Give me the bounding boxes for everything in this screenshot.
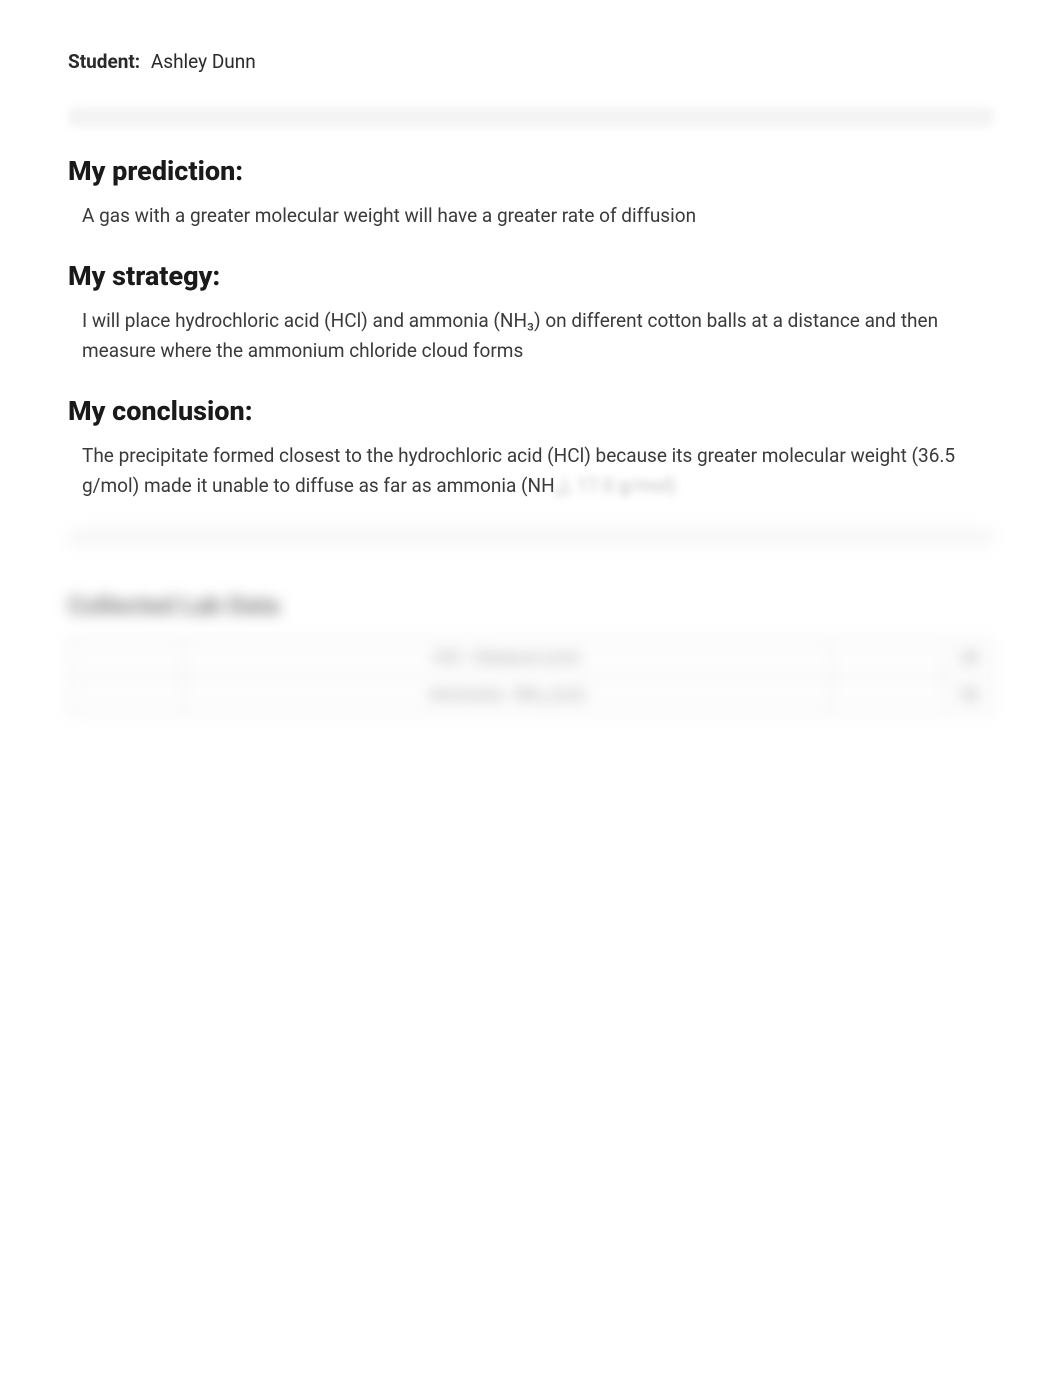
student-label: Student:: [68, 50, 140, 73]
strategy-heading: My strategy:: [68, 260, 994, 292]
strategy-body: I will place hydrochloric acid (HCl) and…: [68, 306, 994, 365]
cell: 36: [945, 677, 993, 714]
cell: [831, 677, 946, 714]
prediction-heading: My prediction:: [68, 155, 994, 187]
cell: [69, 640, 184, 677]
table-row: HCl - Distance (cm) 36: [69, 640, 994, 677]
cell: [831, 640, 946, 677]
conclusion-faded-text: ₃), 17.0 g/mol): [555, 474, 676, 497]
prediction-body: A gas with a greater molecular weight wi…: [68, 201, 994, 230]
conclusion-visible-text: The precipitate formed closest to the hy…: [82, 444, 955, 496]
student-line: Student: Ashley Dunn: [68, 50, 994, 73]
cell: HCl - Distance (cm): [183, 640, 831, 677]
blurred-data-table: HCl - Distance (cm) 36 Ammonia - NH₃ (cm…: [68, 639, 994, 714]
cell: [69, 677, 184, 714]
student-name: Ashley Dunn: [151, 50, 256, 73]
conclusion-body: The precipitate formed closest to the hy…: [68, 441, 994, 500]
table-row: Ammonia - NH₃ (cm) 36: [69, 677, 994, 714]
conclusion-heading: My conclusion:: [68, 395, 994, 427]
blurred-divider-mid: [68, 530, 994, 544]
blurred-divider-top: [68, 107, 994, 127]
blurred-section-title: Collected Lab Data: [68, 592, 994, 621]
cell: Ammonia - NH₃ (cm): [183, 677, 831, 714]
lab-report-page: Student: Ashley Dunn My prediction: A ga…: [0, 0, 1062, 714]
blurred-content-block: Collected Lab Data HCl - Distance (cm) 3…: [68, 530, 994, 714]
cell: 36: [945, 640, 993, 677]
